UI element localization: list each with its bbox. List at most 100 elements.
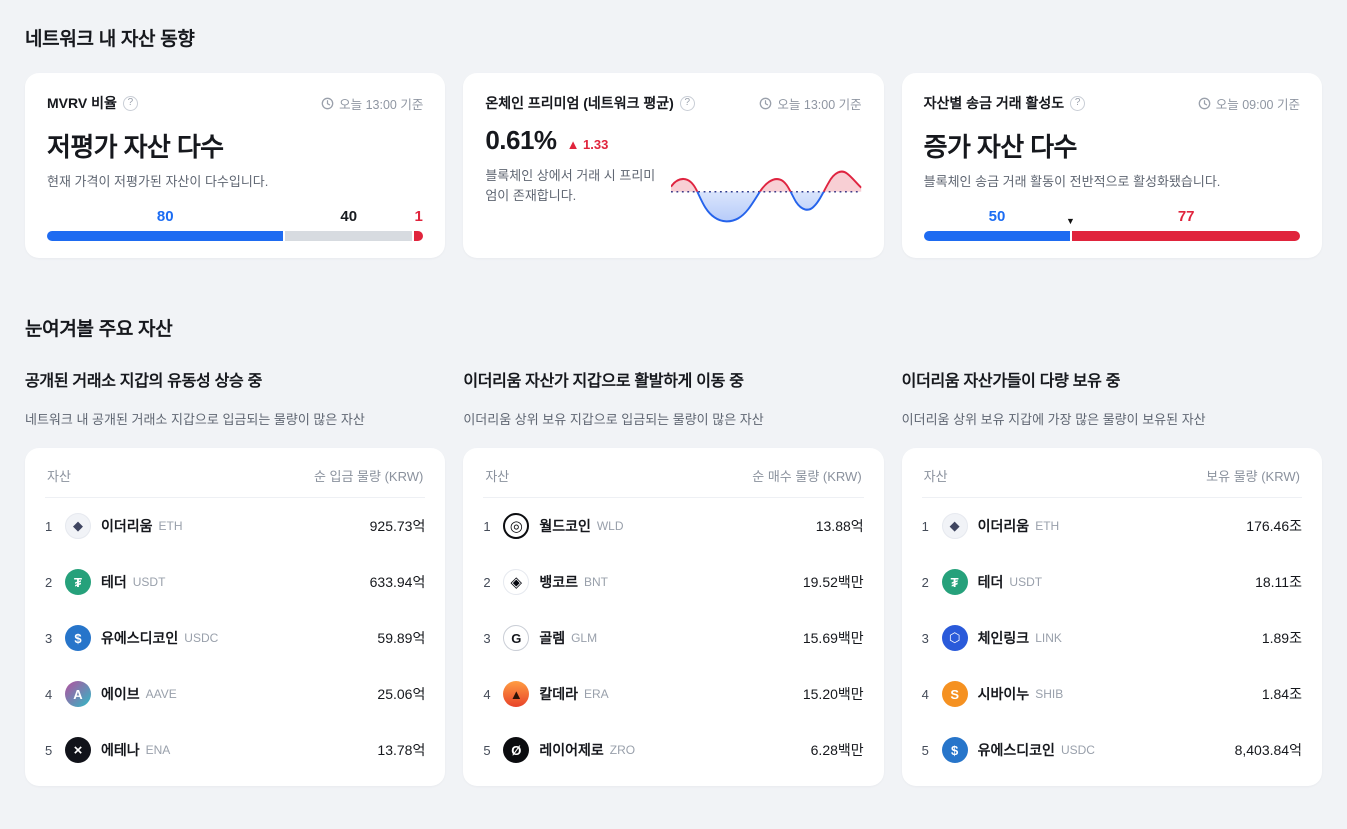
clock-icon: [1198, 97, 1211, 109]
table-row[interactable]: 1 ◆ 이더리움 ETH 176.46조: [922, 498, 1302, 554]
asset-ticker: AAVE: [145, 687, 177, 701]
worldcoin-icon: ◎: [503, 513, 530, 539]
table-row[interactable]: 3 ⬡ 체인링크 LINK 1.89조: [922, 610, 1302, 666]
asset-value: 1.89조: [1261, 630, 1302, 646]
whale-inflow-heading: 이더리움 자산가 지갑으로 활발하게 이동 중: [463, 373, 744, 390]
table-row[interactable]: 4 ▲ 칼데라 ERA 15.20백만: [483, 666, 864, 722]
rank: 2: [483, 574, 491, 590]
table-row[interactable]: 4 A 에이브 AAVE 25.06억: [45, 666, 425, 722]
whale-holdings-column: 이더리움 자산가들이 다량 보유 중 이더리움 상위 보유 지갑에 가장 많은 …: [901, 367, 1322, 786]
table-row[interactable]: 1 ◎ 월드코인 WLD 13.88억: [483, 498, 864, 554]
asset-ticker: ETH: [1035, 519, 1060, 533]
onchain-premium-card[interactable]: 온체인 프리미엄 (네트워크 평균) ? 오늘 13:00 기준 0.61% ▲…: [463, 73, 884, 258]
table-header: 자산 순 매수 물량 (KRW): [483, 452, 864, 498]
asset-name: 월드코인: [539, 518, 591, 534]
activity-description: 블록체인 송금 거래 활동이 전반적으로 활성화됐습니다.: [923, 174, 1221, 189]
asset-name: 이더리움: [977, 518, 1030, 534]
table-row[interactable]: 3 $ 유에스디코인 USDC 59.89억: [45, 610, 425, 666]
premium-card-header: 온체인 프리미엄 (네트워크 평균) ? 오늘 13:00 기준: [485, 93, 861, 113]
exchange-liquidity-table: 자산 순 입금 물량 (KRW) 1 ◆ 이더리움 ETH 925.73억 2 …: [25, 448, 446, 786]
table-row[interactable]: 2 ₮ 테더 USDT 633.94억: [45, 554, 425, 610]
rank: 3: [45, 630, 53, 646]
asset-value: 19.52백만: [802, 574, 864, 590]
caldera-icon: ▲: [503, 681, 530, 707]
mvrv-gauge-low-bar: [47, 230, 284, 241]
trend-cards: MVRV 비율 ? 오늘 13:00 기준 저평가 자산 다수 현재 가격이 저…: [25, 73, 1322, 258]
layerzero-icon: Ø: [503, 737, 530, 763]
premium-time-text: 오늘 13:00 기준: [777, 97, 862, 112]
asset-name: 에테나: [101, 742, 140, 758]
asset-value: 13.88억: [815, 518, 864, 534]
table-row[interactable]: 4 S 시바이누 SHIB 1.84조: [922, 666, 1302, 722]
mvrv-card[interactable]: MVRV 비율 ? 오늘 13:00 기준 저평가 자산 다수 현재 가격이 저…: [25, 73, 446, 258]
table-row[interactable]: 5 $ 유에스디코인 USDC 8,403.84억: [922, 722, 1302, 778]
whale-holdings-subtitle: 이더리움 상위 보유 지갑에 가장 많은 물량이 보유된 자산: [901, 412, 1206, 427]
column-header-holdings: 보유 물량 (KRW): [1206, 469, 1300, 484]
rank: 1: [45, 518, 53, 534]
mvrv-description: 현재 가격이 저평가된 자산이 다수입니다.: [47, 174, 269, 189]
column-header-net-deposit: 순 입금 물량 (KRW): [313, 469, 424, 484]
rank: 5: [921, 742, 929, 758]
tether-icon: ₮: [65, 569, 91, 595]
golem-icon: G: [503, 625, 530, 651]
bancor-icon: ◈: [503, 569, 530, 595]
table-row[interactable]: 2 ◈ 뱅코르 BNT 19.52백만: [483, 554, 864, 610]
ethereum-icon: ◆: [65, 513, 91, 539]
premium-title-text: 온체인 프리미엄 (네트워크 평균): [485, 95, 674, 111]
usdc-icon: $: [941, 737, 968, 763]
asset-ticker: ETH: [158, 519, 183, 533]
help-icon[interactable]: ?: [679, 95, 695, 111]
premium-updated-time: 오늘 13:00 기준: [759, 94, 862, 113]
transfer-activity-card[interactable]: 자산별 송금 거래 활성도 ? 오늘 09:00 기준 증가 자산 다수 블록체…: [901, 73, 1322, 258]
mvrv-gauge-mid-value: 40: [340, 207, 358, 225]
mvrv-gauge-low-value: 80: [156, 207, 174, 225]
mvrv-gauge-high-bar: [414, 230, 424, 241]
asset-name: 골렘: [539, 630, 566, 646]
section-notable-assets: 눈여겨볼 주요 자산 공개된 거래소 지갑의 유동성 상승 중 네트워크 내 공…: [25, 314, 1322, 786]
premium-change-badge: ▲ 1.33: [566, 137, 609, 152]
help-icon[interactable]: ?: [122, 95, 138, 111]
rank: 4: [45, 686, 53, 702]
usdc-icon: $: [65, 625, 91, 651]
whale-inflow-subtitle: 이더리움 상위 보유 지갑으로 입금되는 물량이 많은 자산: [463, 412, 764, 427]
tether-icon: ₮: [941, 569, 968, 595]
ethereum-icon: ◆: [941, 513, 968, 539]
asset-name: 테더: [977, 574, 1004, 590]
activity-gauge-high-bar: [1072, 230, 1300, 241]
rank: 4: [921, 686, 929, 702]
rank: 1: [921, 518, 929, 534]
asset-name: 시바이누: [977, 686, 1030, 702]
exchange-liquidity-subtitle: 네트워크 내 공개된 거래소 지갑으로 입금되는 물량이 많은 자산: [25, 412, 365, 427]
mvrv-card-title: MVRV 비율 ?: [47, 93, 138, 113]
activity-gauge-low-bar: [923, 230, 1071, 241]
activity-gauge: ▼ 50 77: [923, 207, 1300, 241]
mvrv-gauge-mid-segment: 40: [285, 207, 413, 241]
table-row[interactable]: 5 Ø 레이어제로 ZRO 6.28백만: [483, 722, 864, 778]
rank: 5: [483, 742, 491, 758]
asset-value: 59.89억: [377, 630, 426, 646]
asset-ticker: USDC: [1060, 743, 1095, 757]
activity-card-title: 자산별 송금 거래 활성도 ?: [924, 93, 1086, 113]
asset-ticker: USDC: [184, 631, 219, 645]
section-title-network-trends: 네트워크 내 자산 동향: [25, 29, 195, 50]
table-row[interactable]: 3 G 골렘 GLM 15.69백만: [483, 610, 864, 666]
premium-card-title: 온체인 프리미엄 (네트워크 평균) ?: [485, 93, 695, 113]
gauge-marker-icon: ▼: [1065, 215, 1075, 226]
shiba-inu-icon: S: [941, 681, 968, 707]
help-icon[interactable]: ?: [1070, 95, 1086, 111]
table-row[interactable]: 2 ₮ 테더 USDT 18.11조: [922, 554, 1302, 610]
asset-ticker: ENA: [145, 743, 171, 757]
dashboard: 네트워크 내 자산 동향 MVRV 비율 ? 오늘 13:00 기준 저평가 자…: [25, 29, 1322, 786]
table-header: 자산 순 입금 물량 (KRW): [45, 452, 426, 498]
asset-name: 에이브: [101, 686, 140, 702]
table-row[interactable]: 1 ◆ 이더리움 ETH 925.73억: [45, 498, 425, 554]
activity-time-text: 오늘 09:00 기준: [1215, 97, 1300, 112]
asset-ticker: SHIB: [1035, 687, 1064, 701]
activity-gauge-low-value: 50: [988, 207, 1006, 225]
asset-value: 15.69백만: [802, 630, 864, 646]
whale-holdings-heading: 이더리움 자산가들이 다량 보유 중: [901, 373, 1121, 390]
rank: 2: [45, 574, 53, 590]
rank: 5: [45, 742, 53, 758]
table-row[interactable]: 5 × 에테나 ENA 13.78억: [45, 722, 425, 778]
activity-gauge-high-value: 77: [1177, 207, 1195, 225]
